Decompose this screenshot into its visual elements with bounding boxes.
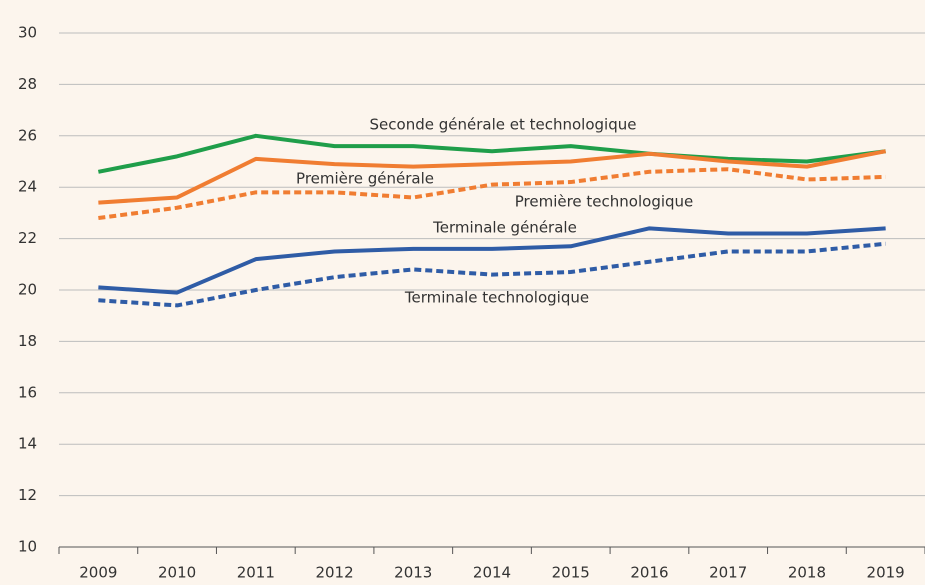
series-label: Terminale générale: [432, 219, 577, 237]
series-line: [98, 149, 887, 205]
y-tick-label: 22: [18, 229, 37, 247]
series-line: [98, 241, 886, 308]
x-tick-label: 2019: [867, 564, 905, 582]
x-tick-label: 2011: [237, 564, 275, 582]
y-tick-label: 10: [18, 538, 37, 556]
x-tick-label: 2010: [158, 564, 196, 582]
y-tick-label: 12: [18, 486, 37, 504]
y-tick-label: 14: [18, 435, 37, 453]
x-tick-label: 2015: [552, 564, 590, 582]
series-line: [98, 226, 886, 295]
y-tick-label: 20: [18, 281, 37, 299]
y-tick-label: 26: [18, 126, 37, 144]
x-tick-label: 2013: [394, 564, 432, 582]
x-tick-label: 2012: [315, 564, 353, 582]
x-tick-label: 2014: [473, 564, 511, 582]
series-label: Première technologique: [515, 193, 694, 211]
x-tick-label: 2017: [709, 564, 747, 582]
series-label: Terminale technologique: [404, 289, 589, 307]
y-tick-label: 16: [18, 383, 37, 401]
series-label: Seconde générale et technologique: [370, 116, 637, 134]
x-tick-label: 2009: [79, 564, 117, 582]
x-tick-label: 2016: [630, 564, 668, 582]
series-line: [97, 133, 886, 174]
y-tick-label: 28: [18, 75, 37, 93]
series-label: Première générale: [296, 170, 434, 188]
y-tick-label: 30: [18, 24, 37, 42]
series-line: [98, 167, 886, 221]
y-tick-label: 24: [18, 178, 37, 196]
x-tick-label: 2018: [788, 564, 826, 582]
y-tick-label: 18: [18, 332, 37, 350]
